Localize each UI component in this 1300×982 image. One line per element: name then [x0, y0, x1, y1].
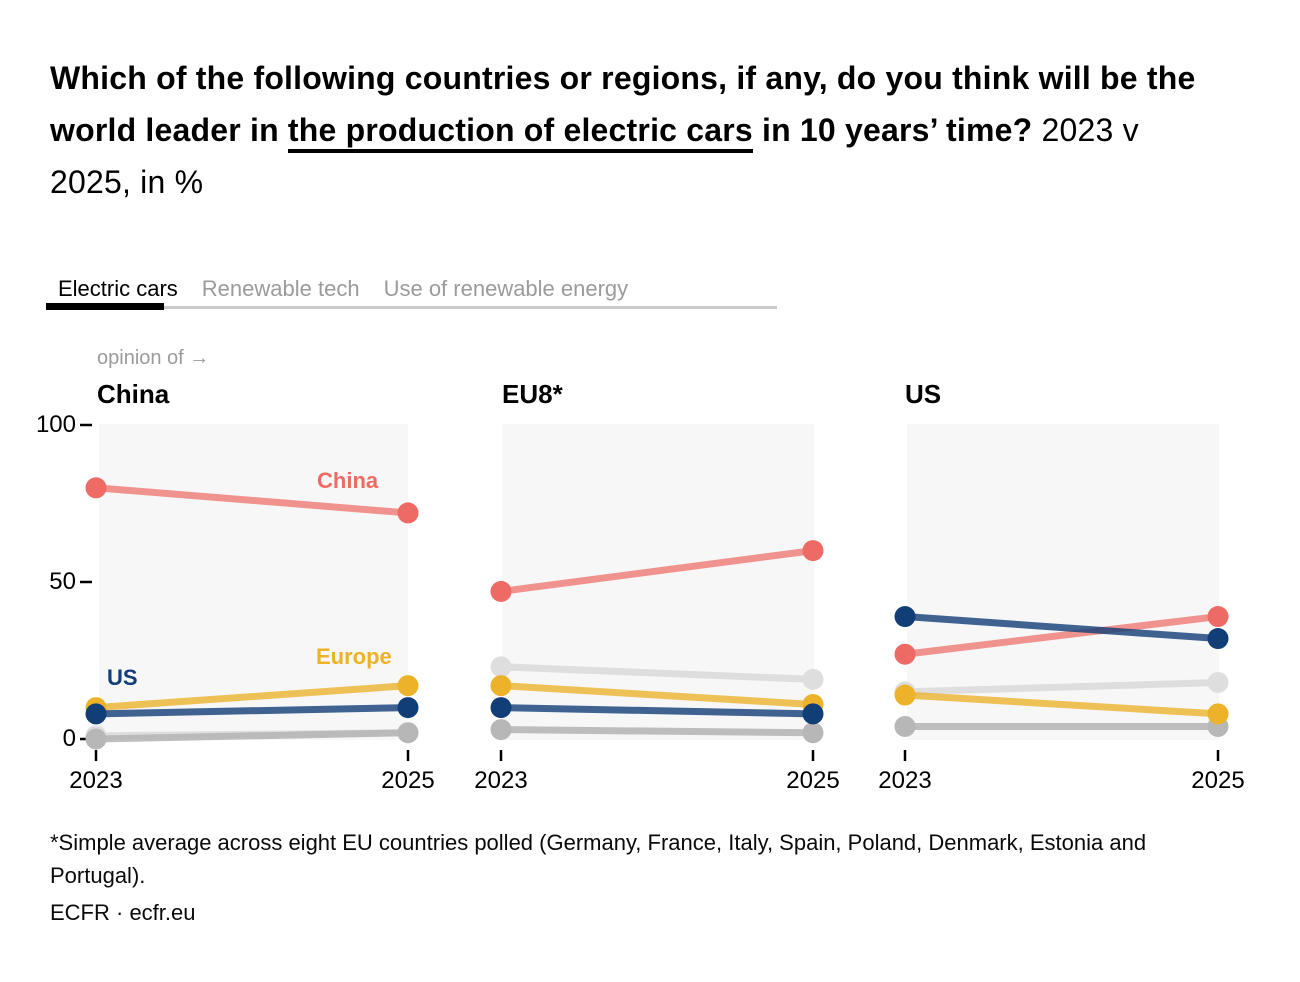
series-dot-china: [1207, 606, 1229, 628]
series-dot-gray-light: [802, 668, 824, 690]
series-dot-china: [397, 502, 419, 524]
y-tick-label-100: 100: [35, 411, 76, 438]
page-title: Which of the following countries or regi…: [50, 52, 1220, 208]
series-dot-europe: [490, 675, 512, 697]
series-label-europe: Europe: [316, 644, 392, 669]
series-line-europe: [497, 682, 817, 708]
series-dot-gray-dark: [490, 719, 512, 741]
x-tick-label: 2025: [381, 767, 434, 794]
panel-heading-us: US: [905, 379, 942, 409]
series-dot-europe: [397, 675, 419, 697]
series-dot-china: [490, 580, 512, 602]
series-label-china: China: [317, 468, 379, 493]
tab-underline-rule: [50, 306, 777, 309]
series-dot-europe: [894, 684, 916, 706]
tab-use-renewable-energy[interactable]: Use of renewable energy: [383, 276, 629, 301]
x-tick-label: 2025: [786, 767, 839, 794]
panel-heading-china: China: [97, 379, 170, 409]
series-line-gray-light: [901, 678, 1222, 696]
tab-electric-cars[interactable]: Electric cars: [58, 276, 178, 301]
series-dot-china: [85, 477, 107, 499]
footnote: *Simple average across eight EU countrie…: [50, 830, 1147, 888]
series-dot-us: [490, 697, 512, 719]
series-line-china: [497, 547, 817, 595]
series-line-us: [92, 704, 412, 718]
series-dot-china: [894, 643, 916, 665]
series-dot-us: [85, 703, 107, 725]
y-tick-label-50: 50: [49, 568, 76, 595]
series-dot-gray-dark: [397, 722, 419, 744]
series-line-gray-light: [497, 663, 817, 683]
question-underlined-text: the production of electric cars: [287, 112, 753, 153]
x-tick-label: 2025: [1191, 767, 1244, 794]
series-line-europe: [901, 691, 1222, 718]
chart-subtitle: 2023 v 2025, in %: [50, 112, 1139, 200]
series-line-us: [901, 613, 1222, 643]
x-tick-label: 2023: [474, 767, 527, 794]
series-dot-gray-dark: [85, 728, 107, 750]
y-tick-label-0: 0: [62, 725, 76, 752]
series-dot-us: [802, 703, 824, 725]
series-dot-us: [1207, 628, 1229, 650]
series-line-china: [901, 613, 1222, 658]
series-dot-gray-light: [490, 656, 512, 678]
question-text: Which of the following countries or regi…: [50, 60, 1196, 148]
series-line-us: [497, 704, 817, 718]
active-tab-underline: [46, 303, 164, 310]
series-line-europe: [92, 682, 412, 712]
source-credit: ECFR · ecfr.eu: [50, 900, 196, 925]
series-dot-china: [802, 540, 824, 562]
x-tick-label: 2023: [69, 767, 122, 794]
tab-renewable-tech[interactable]: Renewable tech: [201, 276, 360, 301]
series-dot-gray-light: [1207, 671, 1229, 693]
series-line-gray-dark: [497, 726, 817, 737]
series-dot-gray-dark: [802, 722, 824, 744]
question-text-end: in 10 years’ time?: [752, 112, 1033, 148]
series-dot-us: [397, 697, 419, 719]
series-line-gray-dark: [92, 729, 412, 743]
chart-tabs: Electric cars Renewable tech Use of rene…: [58, 276, 628, 302]
panel-heading-eu8: EU8*: [502, 379, 563, 409]
series-dot-gray-dark: [894, 715, 916, 737]
x-tick-label: 2023: [878, 767, 931, 794]
series-dot-us: [894, 606, 916, 628]
axis-note: opinion of →: [97, 347, 210, 369]
series-line-china: [92, 484, 412, 517]
series-label-us: US: [107, 665, 138, 690]
series-dot-europe: [1207, 703, 1229, 725]
